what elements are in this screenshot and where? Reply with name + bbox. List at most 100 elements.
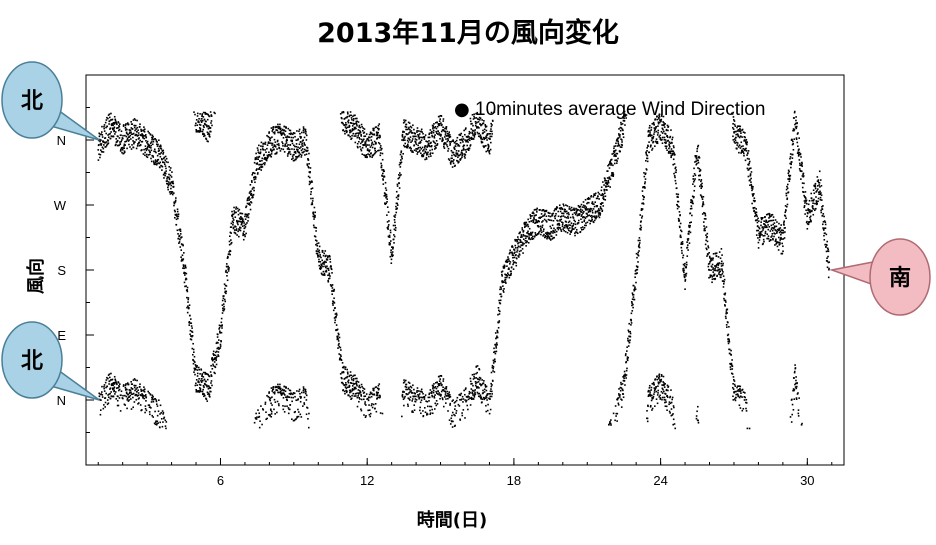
data-point [162, 173, 165, 176]
data-point [521, 244, 523, 247]
data-point [486, 149, 489, 152]
data-point [267, 142, 270, 144]
data-point [207, 140, 209, 143]
data-point [671, 150, 673, 152]
data-point [659, 398, 662, 400]
data-point [201, 379, 204, 382]
data-point [582, 201, 585, 203]
data-point [679, 234, 682, 237]
data-point [104, 381, 107, 384]
data-point [572, 216, 574, 218]
data-point [420, 130, 422, 133]
data-point [438, 134, 441, 136]
data-point [661, 398, 663, 401]
data-point [551, 224, 554, 227]
data-point [304, 128, 307, 131]
data-point [343, 377, 346, 380]
data-point [377, 149, 379, 152]
data-point [613, 145, 616, 148]
data-point [315, 230, 317, 232]
data-point [688, 224, 690, 227]
data-point [432, 125, 435, 127]
data-point [704, 243, 707, 246]
data-point [349, 391, 351, 394]
data-point [158, 145, 161, 148]
data-point [273, 398, 276, 401]
data-point [420, 136, 422, 139]
data-point [239, 226, 241, 229]
data-point [478, 387, 480, 389]
data-point [198, 391, 201, 393]
data-point [225, 292, 227, 295]
x-axis: 6 12 18 24 30 [97, 458, 833, 488]
data-point [139, 383, 141, 385]
data-point [431, 152, 434, 155]
data-point [688, 242, 691, 244]
data-point [618, 393, 620, 395]
data-point [421, 136, 424, 139]
data-point [202, 376, 205, 378]
data-point [137, 143, 139, 145]
data-point [369, 415, 372, 418]
data-point [417, 136, 420, 138]
data-point [689, 224, 691, 227]
data-point [310, 191, 312, 193]
data-point [274, 413, 276, 415]
data-point [200, 121, 203, 123]
data-point [152, 156, 155, 158]
data-point [647, 390, 650, 393]
data-point [309, 167, 312, 169]
data-point [313, 218, 315, 220]
data-point [355, 382, 357, 384]
data-point [363, 131, 366, 134]
data-point [327, 267, 330, 270]
data-point [604, 199, 607, 201]
data-point [258, 426, 261, 429]
data-point [121, 146, 124, 149]
data-point [251, 173, 254, 176]
data-point [644, 178, 647, 180]
data-point [279, 150, 282, 152]
data-point [394, 227, 397, 229]
data-point [632, 284, 635, 287]
data-point [312, 224, 315, 227]
data-point [359, 398, 361, 400]
data-point [559, 219, 561, 221]
data-point [485, 410, 488, 413]
data-point [559, 208, 562, 210]
data-point [434, 394, 436, 396]
data-point [436, 403, 439, 405]
data-point [547, 215, 550, 217]
data-point [151, 397, 154, 400]
data-point [566, 225, 569, 227]
data-point [172, 185, 175, 188]
data-point [612, 152, 615, 155]
data-point [707, 253, 709, 255]
data-point [174, 199, 177, 202]
data-point [374, 152, 377, 154]
data-point [497, 309, 500, 312]
data-point [413, 144, 416, 146]
data-point [634, 286, 636, 289]
data-point [117, 121, 120, 124]
data-point [467, 398, 470, 401]
data-point [624, 354, 627, 357]
data-point [256, 416, 258, 418]
data-point [196, 366, 198, 369]
data-point [248, 196, 250, 198]
data-point [504, 281, 507, 283]
data-point [485, 125, 488, 128]
data-point [281, 129, 283, 132]
data-point [301, 142, 303, 145]
data-point [199, 113, 201, 115]
data-point [154, 159, 157, 161]
data-point [601, 194, 603, 197]
data-point [464, 133, 466, 136]
data-point [366, 148, 369, 150]
data-point [133, 124, 136, 127]
data-point [108, 120, 111, 122]
data-point [111, 135, 114, 138]
data-point [137, 132, 140, 134]
data-point [284, 390, 287, 393]
data-point [467, 149, 470, 151]
